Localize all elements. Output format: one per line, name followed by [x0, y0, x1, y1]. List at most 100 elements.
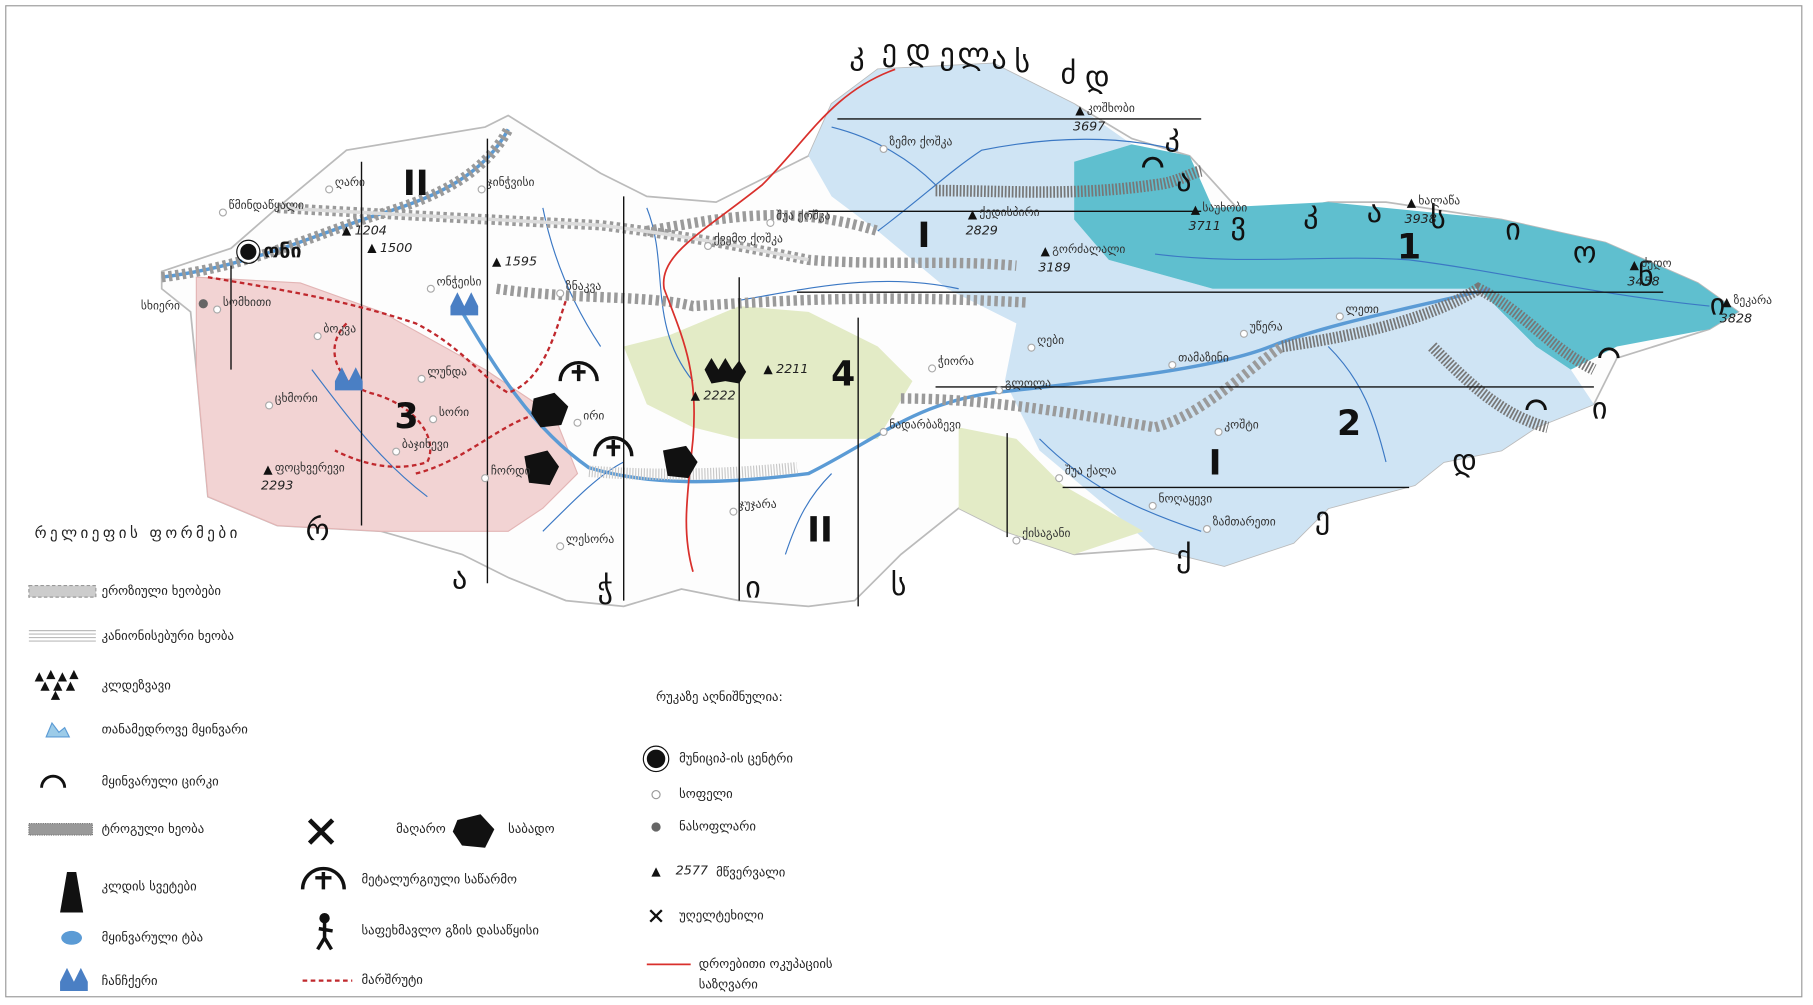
place-name: ლეთი [1346, 302, 1379, 316]
place-name: ჭიორა [938, 354, 974, 368]
village [574, 419, 581, 426]
peak-elevation: 2293 [261, 478, 293, 493]
legend-label: კლდეზვავი [102, 678, 171, 693]
legend-label: კანიონისებური ხეობა [102, 628, 234, 643]
village [996, 387, 1003, 394]
village [326, 186, 333, 193]
ridge-letter: ი [745, 571, 761, 606]
village [1204, 526, 1211, 533]
village [1149, 502, 1156, 509]
ridge-letter: ი [1592, 392, 1608, 427]
peak-elevation: 3828 [1720, 310, 1752, 325]
place-name: ზამთარეთი [1213, 515, 1276, 529]
peak-name: ხალაწა [1418, 193, 1460, 207]
village [730, 508, 737, 515]
ridge-letter: ა [452, 561, 467, 596]
zone-number: 4 [831, 354, 855, 394]
village [1056, 475, 1063, 482]
ridge-letter: კ [1165, 118, 1180, 153]
place-name: ჯინჭვისი [487, 175, 534, 189]
peak-elevation: 1204 [355, 222, 387, 237]
village [1336, 313, 1343, 320]
ridge-letter: რ [306, 513, 330, 548]
legend-label: მარშრუტი [362, 972, 423, 987]
ridge-letter: ე [939, 37, 954, 72]
place-name: გლოლა [1005, 376, 1051, 390]
ridge-letter: ა [1367, 195, 1382, 230]
village [1013, 537, 1020, 544]
map-root: რელიეფის ფორმები რუკაზე აღნიშნულია: მუნი… [6, 6, 1802, 997]
key-label: მწვერვალი [716, 865, 785, 880]
place-name: ღები [1037, 333, 1064, 347]
village [482, 475, 489, 482]
key-title: რუკაზე აღნიშნულია: [656, 689, 783, 704]
legend-label: მეტალურგიული საწარმო [362, 872, 518, 887]
peak-name: კოშხობი [1087, 101, 1135, 115]
peak-elevation: 2211 [776, 361, 808, 376]
ridge-letter: ძ [1061, 57, 1077, 92]
village [1169, 362, 1176, 369]
village [214, 306, 221, 313]
peak-name: ზეკარა [1734, 293, 1773, 307]
map-page: რელიეფის ფორმები რუკაზე აღნიშნულია: მუნი… [0, 0, 1813, 1005]
place-name: ქისაგანი [1022, 526, 1070, 540]
legend-label: მაღარო [396, 821, 446, 836]
peak-elevation: 3711 [1189, 218, 1221, 233]
legend-label: ტროგული ხეობა [102, 821, 205, 836]
place-name: ცხმორი [275, 391, 318, 405]
ridge-letter: ა [991, 42, 1006, 77]
village [767, 219, 774, 226]
legend-label: ჩანჩქერი [102, 973, 158, 988]
peak-elevation: 2829 [966, 222, 998, 237]
legend-label: მყინვარული ტბა [102, 929, 203, 944]
place-name: შუა ქოშკა [776, 208, 830, 222]
roman-numeral: I [1209, 443, 1222, 483]
key-label: სოფელი [679, 786, 733, 801]
key-label: ნასოფლარი [679, 818, 756, 833]
ridge-letter: კ [849, 37, 864, 72]
village [880, 146, 887, 153]
village [478, 186, 485, 193]
place-name: ჯუჯარა [739, 497, 777, 511]
village [705, 243, 712, 250]
place-name: ქვემო ქოშკა [714, 232, 783, 246]
place-name: სორი [439, 405, 469, 419]
key-peak-elevation: 2577 [676, 862, 708, 877]
ridge-letter: ჭ [597, 571, 613, 606]
zone-number: 1 [1397, 227, 1421, 267]
ridge-letter: ს [1014, 45, 1030, 80]
legend-label: თანამედროვე მყინვარი [102, 721, 248, 736]
village [557, 290, 564, 297]
village [266, 402, 273, 409]
place-name: თამაზინი [1178, 351, 1229, 365]
ridge-letter: ა [1176, 164, 1191, 199]
ridge-letter: დ [906, 33, 931, 68]
ridge-letter: დ [1085, 60, 1110, 95]
place-name: ზნაკვა [566, 279, 601, 293]
place-name: ნოღაყევი [1158, 491, 1212, 505]
legend-label: საფეხმავლო გზის დასაწყისი [362, 922, 539, 937]
village [1215, 429, 1222, 436]
peak-name: ძედო [1641, 256, 1671, 270]
place-name: ბოკვა [323, 322, 356, 336]
place-name: სომხითი [223, 295, 271, 309]
place-name: ირი [583, 408, 604, 422]
ridge-letter: ლ [958, 37, 990, 72]
ridge-letter: ე [882, 33, 897, 68]
roman-numeral: II [403, 164, 429, 204]
place-name: ღარი [335, 175, 365, 189]
ridge-letter: ე [1315, 501, 1330, 536]
village [314, 333, 321, 340]
place-name: შუა ქალა [1065, 464, 1117, 478]
place-name: ბაჯიხევი [402, 437, 449, 451]
place-name: ჩორდი [491, 464, 531, 478]
zone-number: 2 [1337, 404, 1361, 444]
village [219, 209, 226, 216]
place-name: ონჭეისი [437, 274, 482, 288]
roman-numeral: I [918, 216, 931, 256]
village [929, 365, 936, 372]
key-label: უღელტეხილი [679, 907, 764, 922]
peak-name: საუხობი [1202, 200, 1247, 214]
place-name: წმინდაწყალი [229, 198, 304, 212]
village [1240, 330, 1247, 337]
